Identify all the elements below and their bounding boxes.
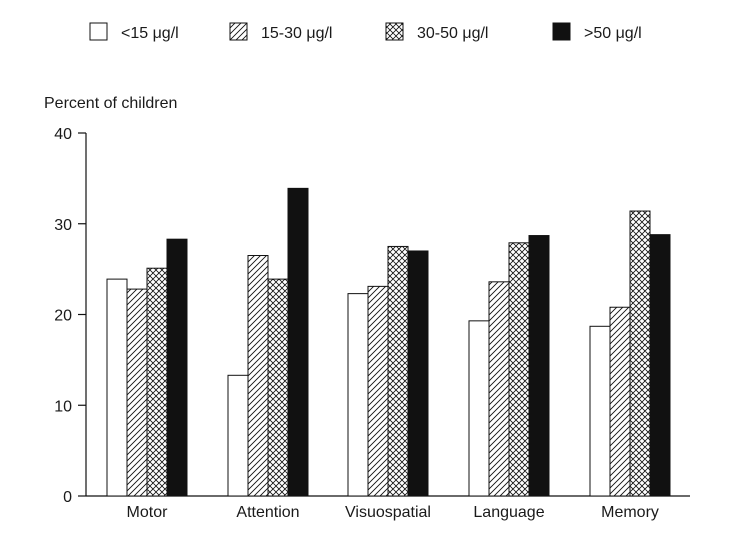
bar-language-series-4 (528, 235, 550, 497)
bar-memory-series-4 (649, 234, 671, 497)
bar-memory-series-1 (589, 325, 611, 497)
y-tick-label: 30 (54, 217, 72, 234)
legend-label: >50 μg/l (584, 25, 642, 42)
bar-motor-series-4 (166, 238, 188, 497)
bar-visuospatial-series-2 (367, 285, 389, 497)
bar-attention-series-2 (247, 255, 269, 497)
y-tick-label: 0 (63, 489, 72, 506)
y-tick-label: 20 (54, 308, 72, 325)
legend-swatch (89, 22, 108, 41)
bar-motor-series-2 (126, 288, 148, 497)
legend-label: 15-30 μg/l (261, 25, 332, 42)
bar-memory-series-2 (609, 306, 631, 497)
y-axis-title: Percent of children (44, 95, 177, 112)
bar-attention-series-3 (267, 278, 289, 497)
bar-memory-series-3 (629, 210, 651, 497)
x-axis-labels: Motor Attention Visuospatial Language Memory (127, 504, 659, 521)
bar-language-series-2 (488, 281, 510, 497)
legend-label: 30-50 μg/l (417, 25, 488, 42)
legend-label: <15 μg/l (121, 25, 179, 42)
bar-motor-series-1 (106, 278, 128, 497)
legend-swatch (385, 22, 404, 41)
bar-visuospatial-series-4 (407, 250, 429, 497)
bar-visuospatial-series-3 (387, 245, 409, 497)
bar-motor-series-3 (146, 267, 168, 497)
bars (106, 187, 671, 497)
bar-language-series-3 (508, 242, 530, 497)
bar-language-series-1 (468, 320, 490, 497)
y-tick-label: 40 (54, 126, 72, 143)
x-tick-label: Memory (601, 504, 659, 521)
x-tick-label: Attention (236, 504, 299, 521)
x-tick-label: Visuospatial (345, 504, 431, 521)
legend: <15 μg/l 15-30 μg/l 30-50 μg/l >50 μg/l (89, 22, 642, 42)
y-tick-label: 10 (54, 398, 72, 415)
bar-attention-series-1 (227, 374, 249, 497)
x-tick-label: Motor (127, 504, 169, 521)
legend-swatch (552, 22, 571, 41)
bar-attention-series-4 (287, 187, 309, 497)
x-tick-label: Language (473, 504, 544, 521)
bar-visuospatial-series-1 (347, 293, 369, 497)
legend-swatch (229, 22, 248, 41)
